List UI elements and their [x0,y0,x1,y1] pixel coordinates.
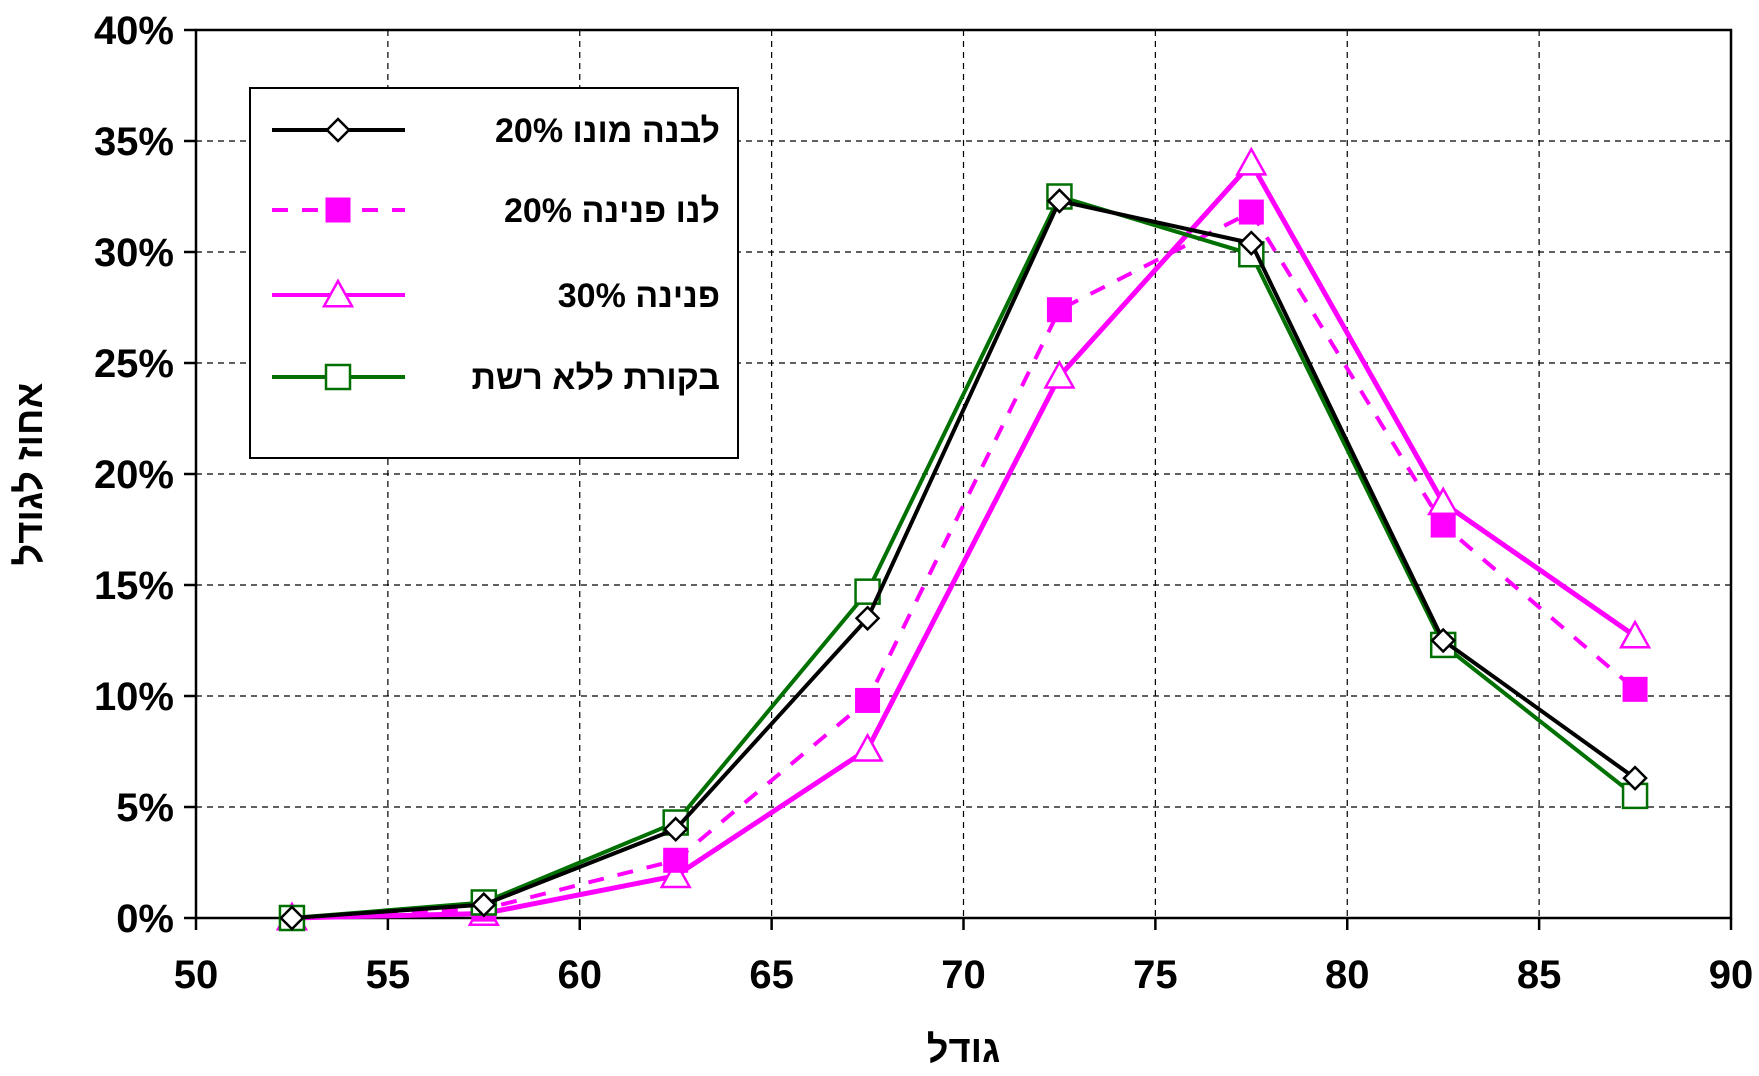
y-tick-label: 40% [94,9,174,53]
legend-box [249,87,739,459]
x-tick-label: 80 [1325,953,1370,997]
data-point [471,891,497,918]
x-tick-label: 75 [1133,953,1178,997]
data-point [1046,188,1073,214]
data-point [1235,146,1268,176]
data-point [1430,627,1456,654]
series-1 [279,188,1648,931]
series-line [291,160,1637,921]
y-tick-label: 20% [94,453,174,497]
y-tick-label: 15% [94,564,174,608]
data-point [851,732,884,762]
data-point [1238,199,1264,225]
x-tick-label: 65 [749,953,794,997]
x-tick-label: 55 [366,953,411,997]
y-tick-label: 5% [116,786,174,830]
y-tick-label: 25% [94,342,174,386]
legend-swatch-marker [324,363,352,391]
legend-entry-1: לבנה מונו 20% [272,112,720,150]
y-tick-label: 30% [94,231,174,275]
legend-swatch-marker [325,197,351,223]
data-point [854,578,881,605]
data-point [855,687,881,713]
y-tick-label: 10% [94,675,174,719]
y-tick-label: 0% [116,897,174,941]
data-point [1622,676,1648,702]
legend-entry-2: לנו פנינה 20% [272,192,720,230]
data-point [1046,297,1072,323]
data-point [1618,619,1652,649]
series-2 [279,199,1648,931]
series-line [291,210,1637,920]
legend-swatch-marker [325,117,351,143]
series-layer [275,146,1652,932]
axis-ticks: 50 55 60 65 70 75 80 85 90 0% 5% 10% 15% 20% 25% 30% 35%… [94,9,1753,997]
series-line [291,194,1637,920]
legend-entry-4: בקורת ללא רשת [272,359,720,397]
data-point [1622,765,1648,791]
y-axis-title: אחוז לגודל [9,382,51,565]
data-point [1430,512,1456,538]
legend-label: בקורת ללא רשת [471,359,720,397]
data-point [663,847,689,873]
legend-label: לנו פנינה 20% [504,192,720,230]
x-tick-label: 50 [174,953,219,997]
legend-swatch-marker [321,278,355,308]
data-point [662,816,689,842]
x-tick-label: 60 [558,953,603,997]
legend-label: פנינה 30% [558,277,720,315]
x-tick-label: 70 [941,953,986,997]
x-axis-title: גודל [927,1029,1001,1071]
legend-entry-3: פנינה 30% [272,277,720,315]
x-tick-label: 85 [1517,953,1562,997]
legend-entries: לבנה מונו 20% לנו פנינה 20% פנינה 30% בקורת… [272,112,720,397]
series-line [291,198,1637,920]
data-point [1043,359,1076,389]
y-tick-label: 35% [94,120,174,164]
data-point [1238,230,1265,256]
x-tick-label: 90 [1709,953,1754,997]
legend: לבנה מונו 20% לנו פנינה 20% פנינה 30% בקורת… [249,87,739,459]
data-point [659,859,692,889]
data-point [854,605,881,632]
data-point [279,905,305,931]
legend-label: לבנה מונו 20% [495,112,720,150]
